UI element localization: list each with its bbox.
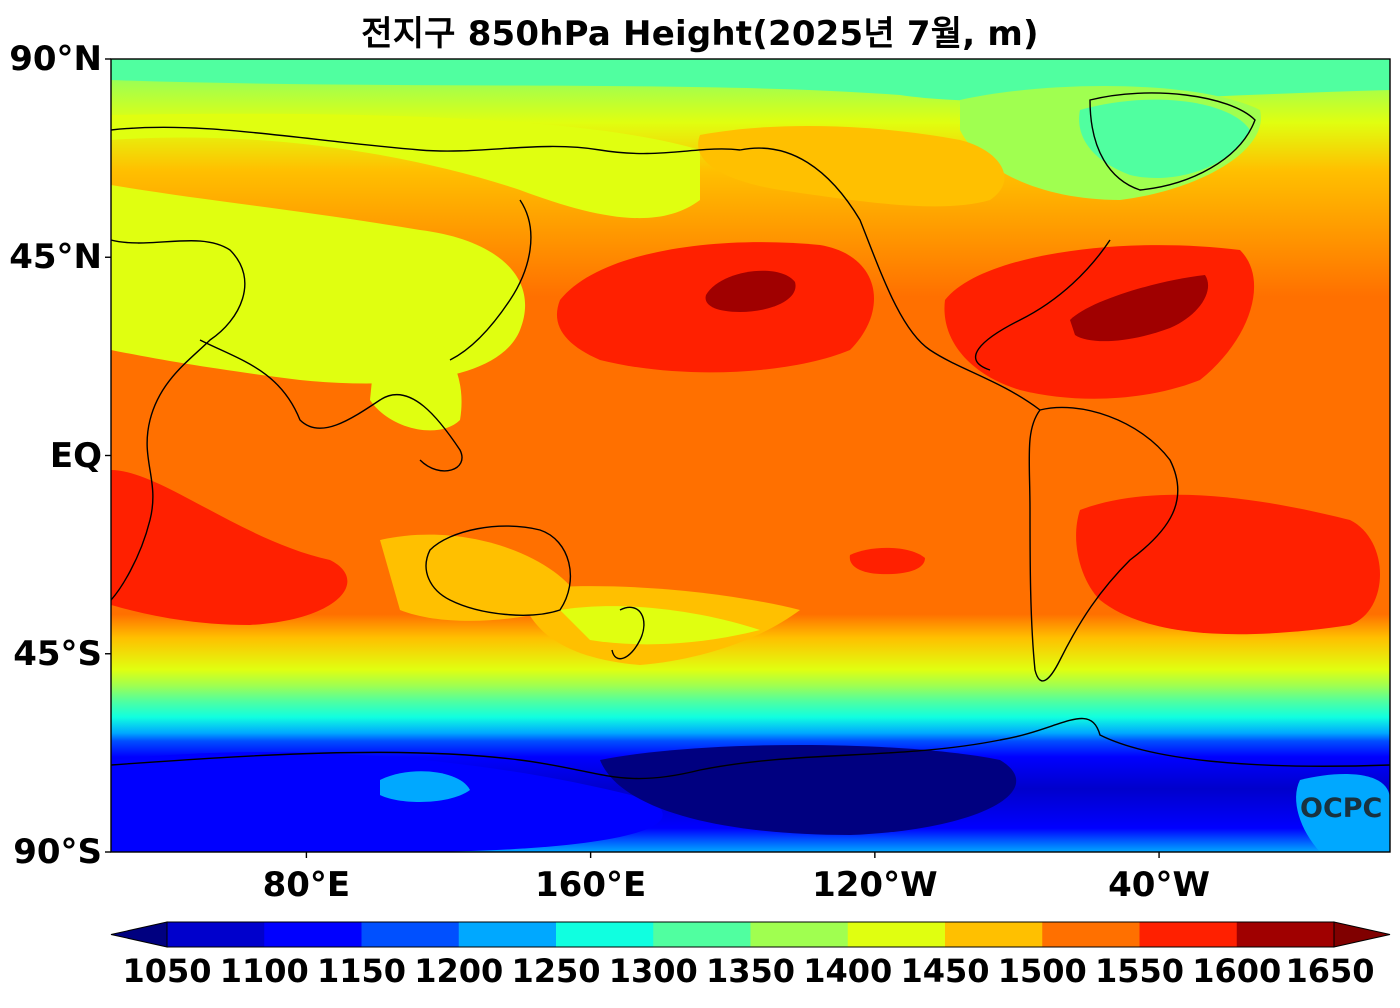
map-title: 전지구 850hPa Height(2025년 7월, m) [361, 14, 1039, 54]
longitude-label: 160°E [535, 865, 647, 905]
north-pacific-high-core [705, 270, 796, 312]
colorbar-swatch [945, 922, 1043, 947]
south-indian-high [111, 470, 348, 625]
longitude-label: 80°E [262, 865, 351, 905]
colorbar-level-label: 1650 [1285, 952, 1375, 990]
colorbar-level-label: 1150 [316, 952, 407, 990]
south-america-coast [1028, 406, 1179, 682]
colorbar-swatch [167, 922, 265, 947]
ocpc-watermark: OCPC [1300, 793, 1383, 824]
colorbar [110, 921, 1391, 948]
colorbar-level-label: 1100 [219, 952, 309, 990]
east-asia-coast [449, 199, 532, 361]
north-atlantic-high-core [1070, 275, 1209, 342]
colorbar-swatch [750, 922, 849, 947]
south-atlantic-high [1076, 494, 1380, 635]
antarctic-spot-2 [1296, 774, 1390, 852]
colorbar-level-label: 1450 [900, 952, 990, 990]
colorbar-swatch [1236, 922, 1335, 947]
greenland-coast [1089, 92, 1256, 191]
longitude-label: 40°W [1108, 865, 1210, 905]
colorbar-swatch [847, 922, 946, 947]
greenland-low-core [1079, 99, 1250, 178]
colorbar-extend-high [1333, 921, 1391, 948]
coastlines [111, 92, 1390, 780]
latitude-label: EQ [49, 435, 102, 476]
antarctic-spot-1 [380, 771, 470, 802]
indochina-zone [370, 300, 462, 431]
longitude-label: 120°W [812, 865, 938, 905]
antarctica-coast [111, 717, 1390, 780]
colorbar-swatch [653, 922, 751, 947]
colorbar-swatch [1139, 922, 1238, 947]
colorbar-level-label: 1500 [997, 952, 1087, 990]
height-field [111, 59, 1390, 852]
latitude-label: 90°S [13, 832, 102, 872]
tasman-trough [560, 606, 760, 645]
colorbar-level-label: 1600 [1192, 952, 1282, 990]
latitude-label: 90°N [9, 39, 102, 79]
south-pacific-high [849, 547, 925, 575]
south-asia-coast [199, 339, 463, 472]
antarctic-plateau-west [111, 752, 663, 852]
new-zealand-coast [611, 606, 645, 660]
colorbar-swatch [361, 922, 460, 947]
axis-ticks [105, 58, 1160, 858]
colorbar-level-label: 1400 [803, 952, 893, 990]
australia-coast [425, 525, 572, 616]
colorbar-swatch [458, 922, 557, 947]
colorbar-level-label: 1250 [511, 952, 601, 990]
colorbar-extend-low [110, 921, 168, 948]
colorbar-swatch [556, 922, 654, 947]
latitude-label: 45°N [9, 237, 102, 278]
colorbar-level-label: 1200 [414, 952, 504, 990]
colorbar-swatch [1042, 922, 1140, 947]
north-eurasia-coast [111, 126, 741, 155]
colorbar-frame [166, 921, 1335, 948]
colorbar-level-label: 1300 [608, 952, 698, 990]
africa-coast [111, 239, 246, 601]
colorbar-level-label: 1350 [705, 952, 796, 990]
colorbar-level-label: 1550 [1094, 952, 1185, 990]
eurasia-high-lat-band [111, 113, 700, 219]
colorbar-level-label: 1050 [122, 952, 212, 990]
north-america-west-coast [739, 147, 1041, 411]
north-america-east-coast [974, 239, 1111, 371]
height-bands [111, 59, 1390, 852]
antarctic-low-core [600, 745, 1017, 835]
latitude-label: 45°S [13, 633, 102, 674]
alaska-ridge [698, 125, 1005, 207]
colorbar-swatch [264, 922, 362, 947]
